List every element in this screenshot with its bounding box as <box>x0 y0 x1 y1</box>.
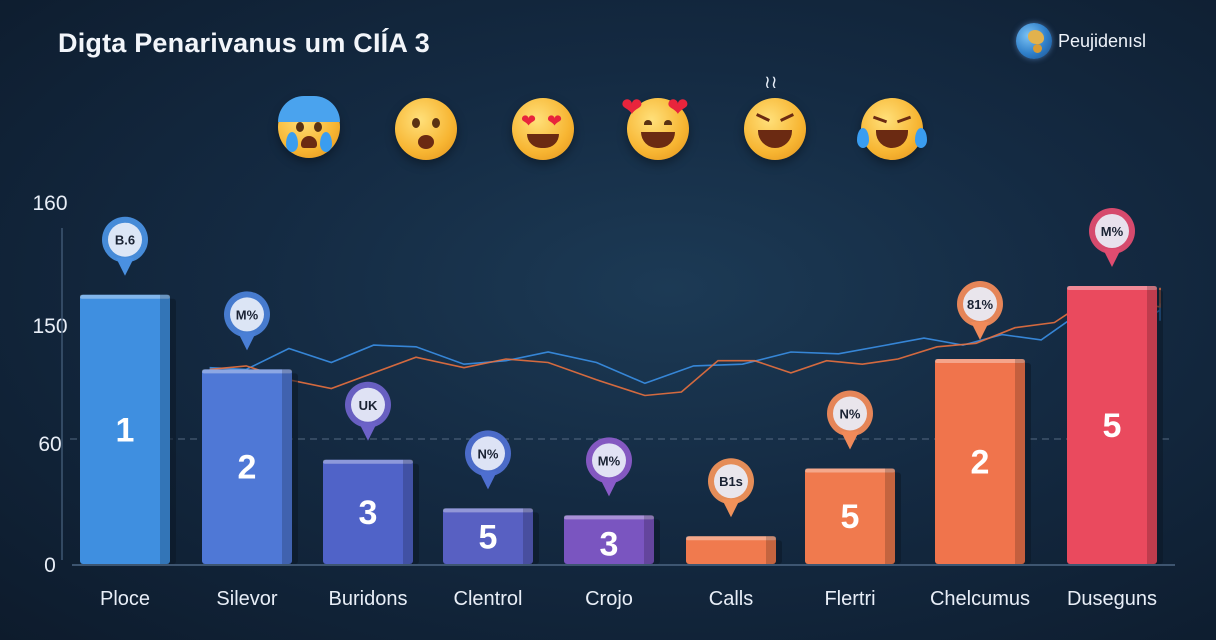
bar-value-label: 1 <box>116 411 135 449</box>
bar-pin-marker: M% <box>224 291 270 351</box>
globe-icon <box>1016 23 1052 59</box>
x-tick-label: Chelcumus <box>930 588 1030 610</box>
bar-pin-marker: UK <box>345 381 391 441</box>
bar-pin-label: B1s <box>719 474 743 489</box>
bar-crojo <box>564 515 660 564</box>
bar-value-label: 5 <box>1103 407 1122 445</box>
chart-title: Digta Penarivanus um CIÍA 3 <box>58 28 430 58</box>
bar-pin-label: N% <box>840 406 861 421</box>
bar-pin-marker: B1s <box>708 458 754 518</box>
x-tick-label: Calls <box>709 588 753 610</box>
x-tick-label: Ploce <box>100 588 150 610</box>
bar-value-label: 5 <box>841 498 860 536</box>
tears-of-joy-face-icon <box>857 98 927 160</box>
bar-flertri <box>805 468 901 564</box>
x-tick-label: Duseguns <box>1067 588 1157 610</box>
bar-calls <box>686 536 782 564</box>
crying-face-icon <box>278 96 340 158</box>
worried-face-icon <box>395 98 457 160</box>
bar-pin-marker: M% <box>1089 208 1135 267</box>
x-tick-label: Silevor <box>216 588 277 610</box>
bar-pin-label: 81% <box>967 297 993 312</box>
y-tick-label: 0 <box>44 554 56 577</box>
bar-pin-label: N% <box>478 446 499 461</box>
bar-pin-label: B.6 <box>115 233 135 248</box>
bar-pin-label: M% <box>598 453 621 468</box>
bar-value-label: 2 <box>238 449 257 487</box>
bar-pin-marker: 81% <box>957 280 1003 340</box>
x-tick-label: Buridons <box>329 588 408 610</box>
emoji-row: ❤ ❤ ❤ ❤ ≀≀ <box>0 0 1216 200</box>
y-tick-label: 150 <box>32 315 67 338</box>
y-tick-label: 160 <box>32 192 67 215</box>
bar-pin-marker: M% <box>586 437 632 497</box>
heart-eyes-face-icon: ❤ ❤ <box>512 98 574 160</box>
brand: Peujidenısl <box>1016 22 1146 60</box>
x-tick-label: Flertri <box>824 588 875 610</box>
bar-pin-label: M% <box>1101 224 1124 239</box>
bar-pin-label: M% <box>236 307 259 322</box>
bar-value-label: 2 <box>971 443 990 481</box>
bar-ploce <box>80 294 176 564</box>
bar-value-label: 5 <box>479 518 498 556</box>
bar-clentrol <box>443 508 539 564</box>
bar-value-label: 3 <box>600 525 619 563</box>
bar-pin-marker: N% <box>465 430 511 490</box>
bar-pin-marker: B.6 <box>102 216 148 276</box>
bar-chelcumus <box>935 358 1031 564</box>
x-tick-label: Crojo <box>585 588 633 610</box>
bar-buridons <box>323 459 419 564</box>
bar-silevor <box>202 369 298 564</box>
x-tick-label: Clentrol <box>454 588 523 610</box>
y-tick-label: 60 <box>38 433 61 456</box>
bar-value-label: 3 <box>359 494 378 532</box>
smiling-face-with-hearts-icon: ❤ ❤ <box>621 94 689 160</box>
steam-icon: ≀≀ <box>764 72 778 92</box>
bar-pin-marker: N% <box>827 390 873 450</box>
bar-pin-label: UK <box>359 398 378 413</box>
laughing-squint-face-icon: ≀≀ <box>744 72 806 160</box>
bar-duseguns <box>1067 286 1163 564</box>
brand-name: Peujidenısl <box>1058 30 1147 51</box>
